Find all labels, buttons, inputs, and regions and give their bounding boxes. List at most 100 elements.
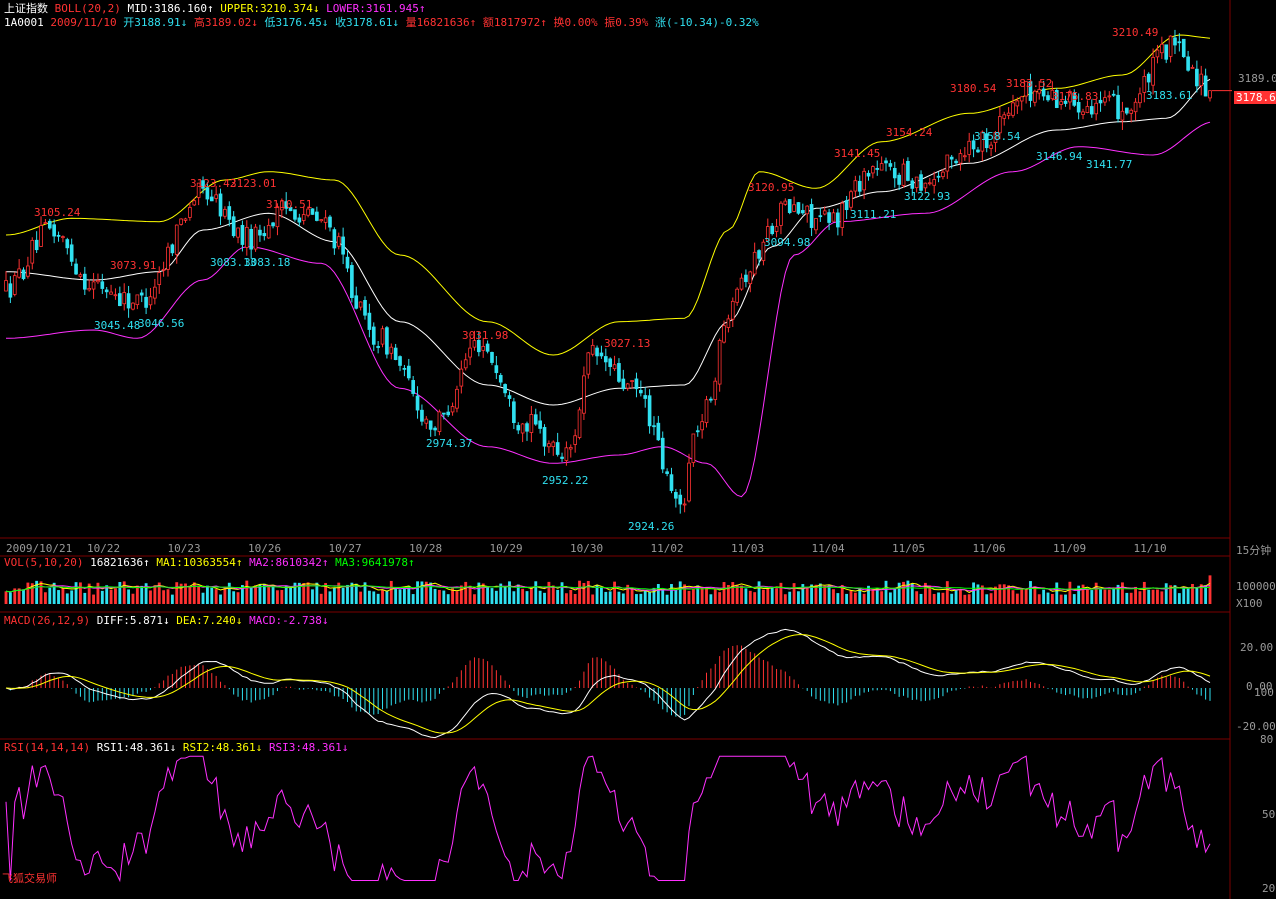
volume-bar xyxy=(289,587,293,604)
candle-body xyxy=(818,215,823,218)
candle-body xyxy=(713,380,718,400)
volume-bar xyxy=(135,585,139,604)
candle-body xyxy=(1037,89,1042,94)
volume-bar xyxy=(1208,575,1212,604)
candle-body xyxy=(687,462,691,502)
candle-body xyxy=(96,280,100,283)
candle-body xyxy=(323,217,328,223)
volume-bar xyxy=(941,592,945,604)
volume-bar xyxy=(1195,587,1199,604)
candle-body xyxy=(170,244,175,254)
volume-bar xyxy=(888,592,892,604)
rsi-3: RSI3:48.361↓ xyxy=(268,741,349,754)
candle-body xyxy=(1186,56,1190,71)
brand-label: 飞狐交易师 xyxy=(2,872,57,885)
candle-body xyxy=(617,363,621,382)
candle-body xyxy=(39,225,43,247)
candle-body xyxy=(512,401,516,423)
price-axis-label: 3189.0 xyxy=(1238,72,1276,85)
volume-bar xyxy=(385,590,389,604)
candle-body xyxy=(945,154,950,172)
candle-body xyxy=(315,211,319,221)
candle-body xyxy=(358,301,363,308)
volume-bar xyxy=(748,590,752,604)
macd-tick-80: 80 xyxy=(1260,733,1274,746)
candle-body xyxy=(8,283,13,298)
macd-tick-zero: 0.00 xyxy=(1246,680,1273,693)
volume-bar xyxy=(438,589,441,604)
candle-body xyxy=(1164,44,1169,60)
candle-body xyxy=(354,295,359,309)
candle-body xyxy=(389,346,394,354)
candle-body xyxy=(43,222,48,224)
candle-body xyxy=(1050,89,1055,100)
volume-bar xyxy=(573,594,577,604)
volume-bar xyxy=(621,593,625,604)
macd-value: MACD:-2.738↓ xyxy=(249,614,329,627)
volume-bar xyxy=(893,587,897,604)
candle-body xyxy=(998,116,1002,134)
volume-bar xyxy=(61,588,65,604)
volume-bar xyxy=(65,593,69,604)
volume-bar xyxy=(805,587,809,604)
volume-bar xyxy=(665,594,669,604)
candle-body xyxy=(1173,37,1177,46)
period-label[interactable]: 15分钟 xyxy=(1236,544,1272,557)
volume-bar xyxy=(832,589,835,604)
candle-body xyxy=(1059,101,1063,105)
volume-bar xyxy=(823,585,827,604)
volume-bar xyxy=(1094,582,1098,604)
candle-body xyxy=(958,153,963,164)
candle-body xyxy=(1085,106,1090,114)
volume-bar xyxy=(227,582,231,604)
volume-bar xyxy=(398,589,402,604)
header-line-2: 1A0001 2009/11/10 开3188.91↓ 高3189.02↓ 低3… xyxy=(4,14,759,30)
volume-bar xyxy=(1199,584,1203,604)
volume-bar xyxy=(827,585,831,604)
candle-body xyxy=(827,212,831,223)
volume-bar xyxy=(429,582,433,604)
candle-body xyxy=(1046,95,1050,101)
candle-body xyxy=(586,352,591,375)
volume-bar xyxy=(219,594,222,604)
volume-bar xyxy=(678,581,682,604)
volume-bar xyxy=(1156,589,1159,604)
candle-body xyxy=(700,421,704,431)
candle-body xyxy=(1160,43,1164,54)
volume-bar xyxy=(853,592,857,604)
rsi-label: RSI(14,14,14) xyxy=(4,741,91,754)
candle-body xyxy=(634,378,639,390)
volume-bar xyxy=(1011,590,1015,604)
volume-bar xyxy=(43,592,47,604)
candle-body xyxy=(739,277,744,290)
volume-bar xyxy=(972,582,976,604)
volume-value: 量16821636↑ xyxy=(405,16,477,29)
candle-body xyxy=(205,187,210,200)
candle-body xyxy=(468,347,472,358)
candle-body xyxy=(218,193,223,217)
volume-bar xyxy=(726,584,730,604)
candle-body xyxy=(941,171,945,178)
candle-body xyxy=(976,149,980,153)
candle-body xyxy=(1076,102,1081,113)
candle-body xyxy=(765,226,770,242)
candle-body xyxy=(310,208,315,215)
volume-bar xyxy=(722,582,726,604)
candle-body xyxy=(437,411,442,432)
candle-body xyxy=(188,207,192,218)
rsi-tick-50: 50 xyxy=(1262,808,1276,821)
candle-body xyxy=(639,390,643,394)
candle-body xyxy=(1011,102,1015,116)
candle-body xyxy=(695,430,700,433)
candle-body xyxy=(227,206,232,220)
volume-bar xyxy=(976,584,980,604)
volume-bar xyxy=(691,588,695,604)
high-annotation: 3175.83 xyxy=(1052,90,1098,103)
volume-bar xyxy=(197,585,201,604)
candle-body xyxy=(914,176,919,189)
volume-bar xyxy=(998,584,1002,604)
date-axis-label: 11/09 xyxy=(1053,542,1087,555)
volume-bar xyxy=(902,581,905,604)
volume-bar xyxy=(381,589,384,604)
